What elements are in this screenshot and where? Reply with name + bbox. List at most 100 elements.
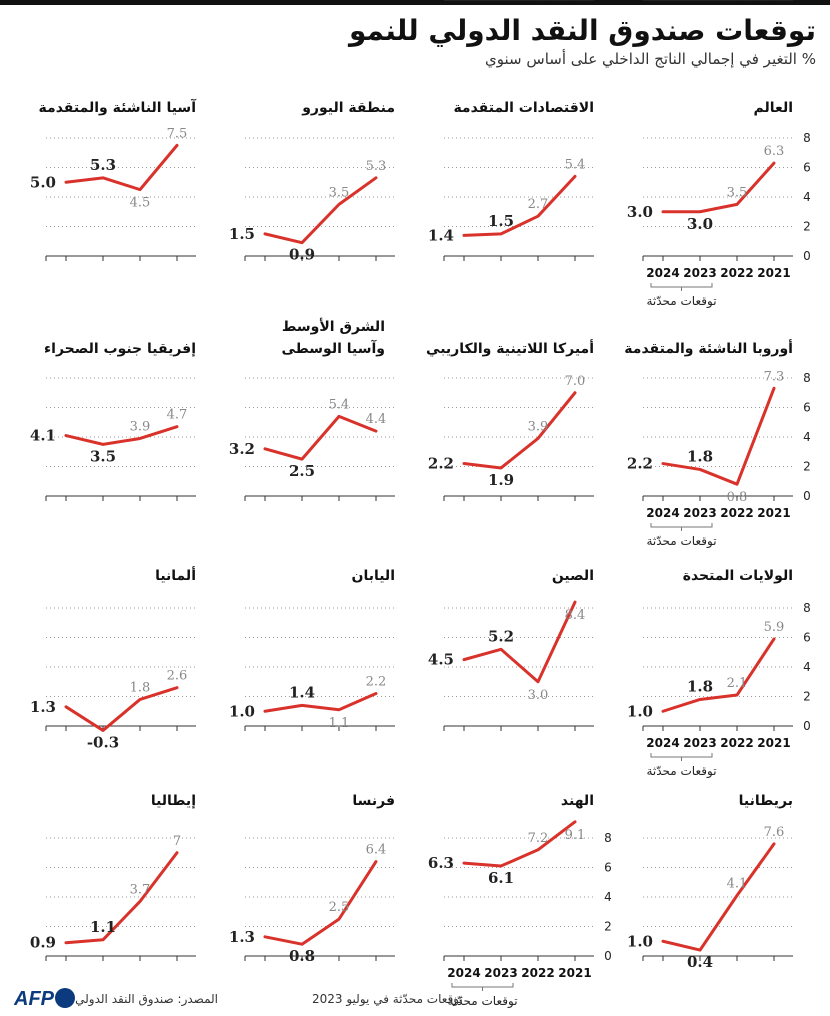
x-category-label: 2023: [683, 266, 716, 280]
data-label: 3.5: [90, 447, 116, 465]
y-tick-label: 6: [803, 631, 811, 645]
data-label: 1.9: [528, 0, 549, 4]
chart-title: إيطاليا: [151, 793, 196, 809]
data-label: 1.4: [428, 226, 454, 244]
data-label: 5.4: [565, 157, 586, 172]
y-tick-label: 2: [803, 690, 811, 704]
y-tick-label: 0: [803, 719, 811, 733]
x-category-label: 2022: [521, 966, 554, 980]
y-tick-label: 6: [803, 401, 811, 415]
data-label: 2.5: [289, 462, 315, 480]
x-category-label: 2024: [646, 506, 679, 520]
data-label: 1.3: [229, 928, 255, 946]
data-label: 7.6: [764, 825, 785, 840]
x-category-label: 2022: [720, 266, 753, 280]
series-line: [64, 425, 179, 446]
data-label: 7.0: [565, 374, 586, 389]
data-label: 6.4: [366, 843, 387, 858]
data-label: 5.0: [764, 0, 785, 4]
data-label: 0.9: [289, 246, 315, 264]
chart-title: اليابان: [352, 568, 396, 584]
forecast-bracket: [650, 523, 713, 528]
forecast-bracket: [650, 283, 713, 288]
forecast-label: توقعات محدّثة: [646, 764, 716, 779]
page-title: توقعات صندوق النقد الدولي للنمو: [348, 14, 816, 47]
afp-logo-text: AFP: [14, 988, 55, 1010]
data-label: 0.8: [727, 490, 748, 505]
forecast-label: توقعات محدّثة: [646, 294, 716, 309]
data-label: 1.8: [687, 677, 713, 695]
chart-title: الهند: [561, 793, 594, 809]
data-label: 4.5: [428, 651, 454, 669]
data-label: 7.2: [528, 831, 549, 846]
chart-title: البرازيل: [738, 0, 793, 4]
chart-title: فرنسا: [352, 793, 395, 809]
y-tick-label: 4: [803, 190, 811, 204]
data-label: 3.0: [528, 688, 549, 703]
data-label: 5.9: [764, 620, 785, 635]
data-label: 1.4: [289, 683, 315, 701]
y-tick-label: 8: [604, 831, 612, 845]
footer-source: المصدر: صندوق النقد الدولي: [75, 992, 218, 1006]
data-label: 4.4: [366, 412, 387, 427]
chart-title: منطقة اليورو: [301, 100, 395, 116]
data-label: 5.3: [90, 156, 116, 174]
data-label: 9.1: [565, 828, 586, 843]
y-tick-label: 6: [604, 861, 612, 875]
data-label: 3.0: [687, 215, 713, 233]
series-line: [462, 600, 577, 684]
series-line: [64, 851, 179, 945]
x-category-label: 2022: [720, 736, 753, 750]
data-label: 4.7: [167, 408, 188, 423]
data-label: 2.5: [329, 900, 350, 915]
series-line: [462, 174, 577, 237]
x-category-label: 2024: [646, 736, 679, 750]
chart-title: جنوب إفريقيا: [501, 0, 594, 4]
y-tick-label: 4: [803, 430, 811, 444]
data-label: 1.0: [627, 702, 653, 720]
forecast-label: توقعات محدّثة: [447, 994, 517, 1009]
y-tick-label: 6: [803, 161, 811, 175]
chart-title-line2: وآسيا الوسطى: [281, 339, 385, 357]
chart-title: العالم: [754, 100, 793, 116]
series-line: [263, 176, 378, 245]
chart-title: إفريقيا جنوب الصحراء: [44, 341, 196, 357]
x-category-label: 2021: [558, 966, 591, 980]
data-label: 2.7: [528, 197, 549, 212]
data-label: 3.9: [130, 419, 151, 434]
data-label: 1.1: [329, 716, 350, 731]
y-tick-label: 4: [604, 890, 612, 904]
y-tick-label: 8: [803, 371, 811, 385]
x-category-label: 2023: [683, 506, 716, 520]
series-line: [64, 686, 179, 732]
data-label: 6.1: [488, 869, 514, 887]
series-line: [263, 692, 378, 713]
data-label: 7.3: [764, 369, 785, 384]
data-label: 3.2: [229, 440, 255, 458]
series-line: [462, 820, 577, 868]
chart-title-line1: الشرق الأوسط: [282, 318, 385, 335]
series-line: [661, 637, 776, 713]
y-tick-label: 0: [803, 489, 811, 503]
x-category-label: 2021: [757, 736, 790, 750]
data-label: 1.8: [687, 447, 713, 465]
data-label: 1.2: [627, 0, 653, 4]
data-label: 0.9: [30, 934, 56, 952]
chart-title: الصين: [552, 568, 594, 584]
data-label: 3.9: [528, 419, 549, 434]
series-line: [661, 842, 776, 952]
chart-title: آسيا الناشئة والمتقدمة: [39, 98, 198, 116]
data-label: 0.8: [289, 947, 315, 965]
data-label: 2.2: [428, 455, 454, 473]
data-label: 0.3: [488, 0, 514, 4]
chart-title: أوروبا الناشئة والمتقدمة: [624, 339, 793, 357]
series-line: [263, 414, 378, 461]
x-category-label: 2023: [484, 966, 517, 980]
x-category-label: 2024: [447, 966, 480, 980]
y-tick-label: 0: [803, 249, 811, 263]
data-label: 2.2: [366, 675, 387, 690]
x-category-label: 2021: [757, 266, 790, 280]
y-tick-label: 2: [803, 460, 811, 474]
x-category-label: 2021: [757, 506, 790, 520]
